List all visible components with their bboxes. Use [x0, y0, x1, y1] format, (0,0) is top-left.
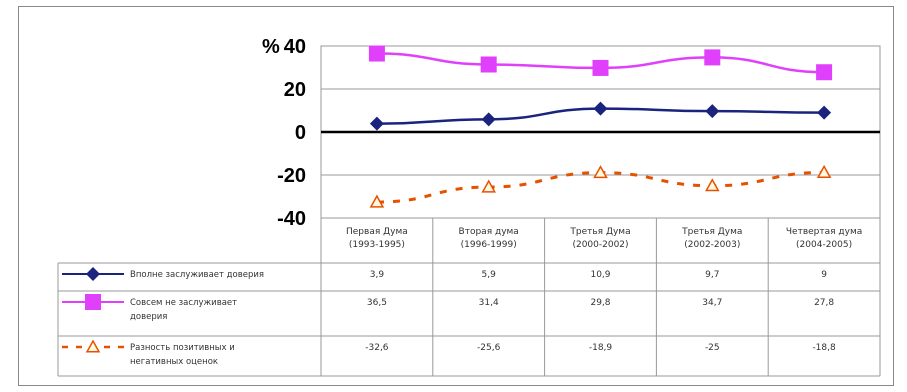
- data-point: [481, 112, 496, 127]
- data-point: [817, 105, 832, 120]
- legend-key-marker: [85, 339, 101, 353]
- legend-label: Совсем не заслуживает доверия: [130, 298, 237, 322]
- data-label: 27,8: [814, 298, 834, 308]
- data-point: [369, 116, 384, 131]
- data-label: -25: [705, 343, 720, 353]
- data-label: 31,4: [479, 298, 499, 308]
- data-label: 9: [821, 270, 827, 280]
- data-label: -25,6: [477, 343, 501, 353]
- data-label: -32,6: [365, 343, 389, 353]
- data-point: [705, 178, 720, 192]
- x-tick-label: Третья Дума (2000-2002): [569, 227, 630, 250]
- x-tick-label: Первая Дума (1993-1995): [346, 227, 408, 250]
- data-point: [816, 64, 833, 81]
- x-tick-label: Вторая дума (1996-1999): [459, 227, 519, 250]
- legend-label: Вполне заслуживает доверия: [130, 270, 264, 280]
- data-label: 36,5: [367, 298, 387, 308]
- data-point: [816, 164, 832, 178]
- x-tick-label: Четвертая дума (2004-2005): [786, 227, 862, 250]
- data-label: -18,8: [812, 343, 836, 353]
- x-tick-label: Третья Дума (2002-2003): [681, 227, 742, 250]
- data-label: 5,9: [482, 270, 497, 280]
- data-point: [592, 59, 609, 76]
- data-point: [481, 179, 496, 193]
- data-label: 34,7: [702, 298, 722, 308]
- data-point: [704, 49, 721, 66]
- y-tick-label: 20: [284, 79, 306, 101]
- y-unit-label: %: [262, 36, 280, 58]
- data-point: [369, 194, 385, 208]
- data-label: 29,8: [590, 298, 610, 308]
- y-tick-label: -20: [277, 165, 306, 187]
- data-label: 10,9: [590, 270, 610, 280]
- data-point: [368, 45, 385, 62]
- data-point: [480, 56, 497, 73]
- legend-label: Разность позитивных и негативных оценок: [130, 343, 235, 367]
- legend-key-marker: [86, 267, 100, 281]
- data-point: [705, 104, 720, 119]
- legend-key-marker: [85, 294, 101, 310]
- y-tick-label: 40: [284, 36, 306, 58]
- data-point: [593, 165, 608, 179]
- data-point: [593, 101, 608, 116]
- data-label: -18,9: [589, 343, 613, 353]
- y-tick-label: 0: [295, 122, 306, 144]
- data-label: 3,9: [370, 270, 385, 280]
- data-label: 9,7: [705, 270, 719, 280]
- y-tick-label: -40: [277, 208, 306, 230]
